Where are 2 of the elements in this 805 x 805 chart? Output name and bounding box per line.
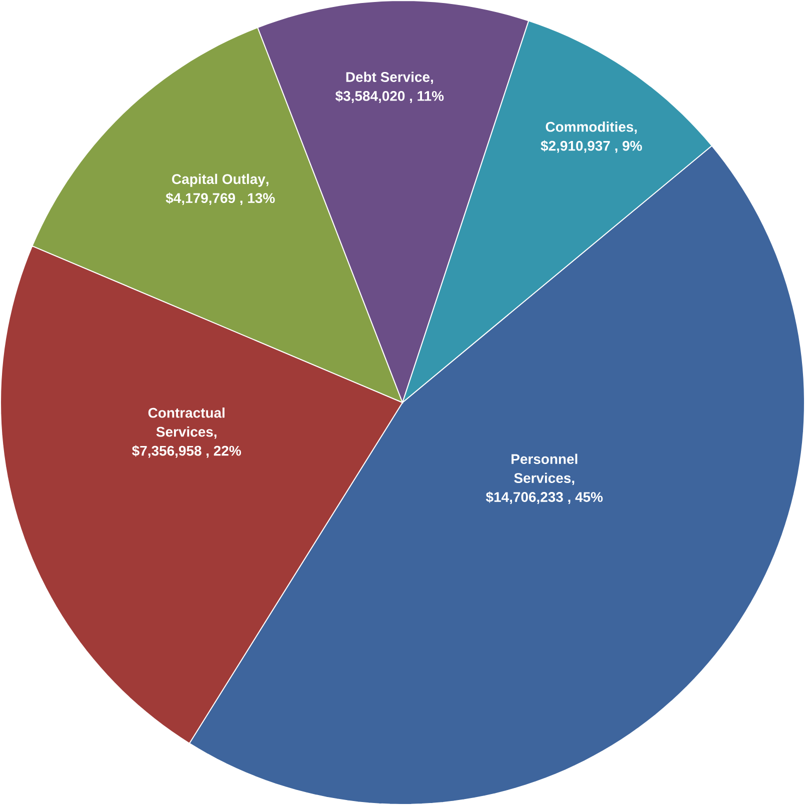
slice-label: Debt Service (346, 72, 430, 82)
slice-label: Commodities (546, 122, 634, 132)
